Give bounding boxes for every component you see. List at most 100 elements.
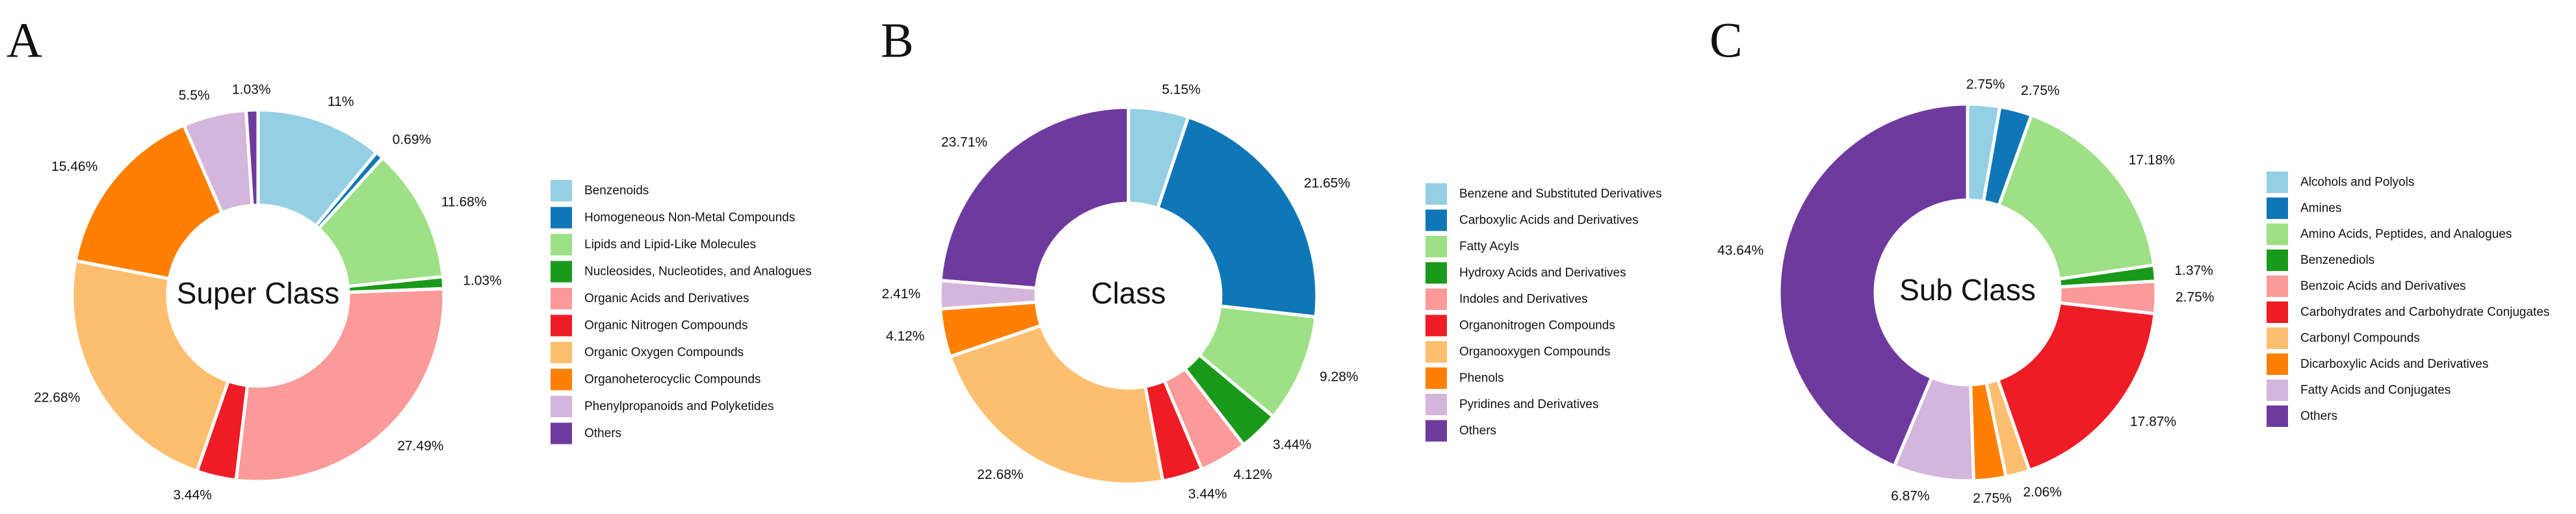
value-label: 17.18% bbox=[2129, 153, 2175, 168]
legend-label: Benzenediols bbox=[2300, 253, 2374, 267]
value-label: 2.06% bbox=[2023, 485, 2062, 500]
legend-swatch bbox=[551, 234, 572, 255]
legend-label: Benzenoids bbox=[584, 184, 649, 198]
legend-label: Carbohydrates and Carbohydrate Conjugate… bbox=[2300, 305, 2549, 319]
value-label: 3.44% bbox=[1273, 437, 1312, 452]
value-label: 11.68% bbox=[441, 195, 487, 210]
donut-slice bbox=[939, 105, 1130, 290]
value-label: 4.12% bbox=[1234, 467, 1273, 482]
legend-label: Carbonyl Compounds bbox=[2300, 331, 2420, 345]
legend-label: Organic Oxygen Compounds bbox=[584, 346, 744, 359]
value-label: 2.75% bbox=[2021, 83, 2060, 98]
value-label: 21.65% bbox=[1304, 176, 1350, 191]
value-label: 1.03% bbox=[463, 273, 502, 288]
value-label: 3.44% bbox=[1188, 487, 1227, 502]
value-label: 3.44% bbox=[173, 487, 212, 502]
value-label: 0.69% bbox=[393, 132, 432, 147]
legend-swatch bbox=[2267, 379, 2288, 401]
legend-swatch bbox=[551, 396, 572, 417]
panel-label: B bbox=[881, 13, 914, 68]
value-label: 22.68% bbox=[977, 467, 1023, 482]
legend-label: Benzoic Acids and Derivatives bbox=[2300, 279, 2466, 293]
center-title: Sub Class bbox=[1899, 273, 2036, 307]
value-label: 5.5% bbox=[179, 88, 210, 103]
legend-swatch bbox=[1425, 394, 1447, 415]
legend-swatch bbox=[2267, 172, 2288, 193]
value-label: 2.75% bbox=[1966, 77, 2005, 92]
donut-slice bbox=[244, 108, 260, 207]
donut-slice bbox=[1155, 114, 1319, 319]
legend-swatch bbox=[2267, 405, 2288, 427]
value-label: 9.28% bbox=[1320, 370, 1359, 385]
legend-label: Organic Nitrogen Compounds bbox=[584, 319, 748, 333]
value-label: 11% bbox=[328, 94, 354, 109]
legend-swatch bbox=[551, 261, 572, 283]
legend-swatch bbox=[1425, 315, 1447, 337]
center-title: Class bbox=[1091, 276, 1165, 310]
donut-slice bbox=[70, 259, 231, 474]
legend-swatch bbox=[1425, 209, 1447, 231]
legend-label: Alcohols and Polyols bbox=[2300, 175, 2414, 189]
legend-label: Fatty Acids and Conjugates bbox=[2300, 383, 2451, 397]
legend-swatch bbox=[2267, 328, 2288, 349]
legend-swatch bbox=[551, 288, 572, 309]
donut-slice bbox=[73, 123, 224, 281]
legend-swatch bbox=[1425, 183, 1447, 205]
legend-label: Organoheterocyclic Compounds bbox=[584, 373, 761, 387]
value-label: 27.49% bbox=[397, 439, 443, 454]
legend-swatch bbox=[551, 207, 572, 229]
legend-swatch bbox=[2267, 276, 2288, 297]
legend-swatch bbox=[551, 368, 572, 391]
legend-swatch bbox=[1425, 420, 1447, 442]
legend-swatch bbox=[1425, 262, 1447, 284]
legend-swatch bbox=[551, 422, 572, 444]
legend-label: Others bbox=[1459, 424, 1496, 438]
value-label: 1.37% bbox=[2174, 263, 2213, 278]
legend-label: Organooxygen Compounds bbox=[1459, 345, 1610, 359]
value-label: 15.46% bbox=[51, 159, 98, 174]
legend-label: Others bbox=[2300, 409, 2337, 423]
legend-label: Organonitrogen Compounds bbox=[1459, 319, 1615, 333]
legend-swatch bbox=[551, 315, 572, 337]
donut-slice bbox=[1996, 112, 2156, 281]
donut-slice bbox=[234, 287, 446, 483]
legend-swatch bbox=[1425, 236, 1447, 257]
legend-label: Phenols bbox=[1459, 372, 1504, 385]
value-label: 6.87% bbox=[1891, 489, 1930, 504]
legend-swatch bbox=[1425, 367, 1447, 389]
legend-swatch bbox=[2267, 198, 2288, 219]
value-label: 2.75% bbox=[2176, 290, 2215, 305]
legend-swatch bbox=[1425, 289, 1447, 310]
legend-label: Indoles and Derivatives bbox=[1459, 292, 1588, 306]
legend-label: Homogeneous Non-Metal Compounds bbox=[584, 211, 795, 225]
donut-slice bbox=[256, 108, 379, 229]
value-label: 2.75% bbox=[1973, 491, 2012, 506]
legend-label: Phenylpropanoids and Polyketides bbox=[584, 400, 774, 413]
center-title: Super Class bbox=[177, 276, 340, 310]
legend-label: Amines bbox=[2300, 201, 2341, 215]
value-label: 5.15% bbox=[1162, 83, 1201, 97]
legend-label: Amino Acids, Peptides, and Analogues bbox=[2300, 227, 2512, 241]
legend-label: Fatty Acyls bbox=[1459, 240, 1519, 253]
donut-slice bbox=[1777, 102, 1970, 469]
legend-label: Nucleosides, Nucleotides, and Analogues bbox=[584, 265, 812, 279]
donut-slice bbox=[948, 323, 1165, 486]
legend-swatch bbox=[2267, 302, 2288, 323]
legend-label: Dicarboxylic Acids and Derivatives bbox=[2300, 357, 2488, 371]
panel-label: A bbox=[7, 13, 42, 68]
legend-swatch bbox=[2267, 353, 2288, 375]
legend-label: Pyridines and Derivatives bbox=[1459, 398, 1598, 411]
value-label: 23.71% bbox=[941, 135, 987, 149]
legend-label: Hydroxy Acids and Derivatives bbox=[1459, 266, 1626, 280]
value-label: 22.68% bbox=[34, 390, 80, 405]
legend-swatch bbox=[551, 342, 572, 363]
legend-label: Organic Acids and Derivatives bbox=[584, 292, 749, 305]
value-label: 2.41% bbox=[881, 287, 920, 302]
value-label: 43.64% bbox=[1717, 243, 1763, 258]
legend-label: Lipids and Lipid-Like Molecules bbox=[584, 238, 756, 251]
legend-swatch bbox=[2267, 250, 2288, 271]
legend-swatch bbox=[2267, 224, 2288, 245]
donut-slice bbox=[1996, 301, 2157, 473]
legend-label: Benzene and Substituted Derivatives bbox=[1459, 187, 1662, 201]
